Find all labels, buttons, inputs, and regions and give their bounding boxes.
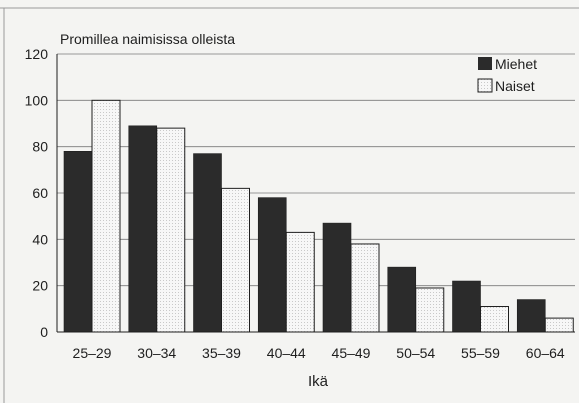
bar-naiset-55–59 (480, 306, 509, 333)
x-tick-labels: 25–29 30–34 35–39 40–44 45–49 50–54 55–59 60–64 (73, 345, 565, 361)
legend-swatch-naiset (477, 78, 493, 93)
bar-naiset-45–49 (350, 243, 380, 333)
bar-miehet-25–29 (63, 151, 93, 333)
y-tick-label: 40 (32, 231, 48, 247)
y-tick-labels: 0 20 40 60 80 100 120 (25, 46, 49, 340)
x-tick-label: 40–44 (267, 345, 306, 361)
y-tick-label: 120 (25, 46, 49, 62)
y-tick-label: 100 (25, 92, 49, 108)
bar-miehet-45–49 (322, 222, 352, 333)
legend-swatch-miehet (478, 57, 492, 70)
bar-miehet-60–64 (516, 299, 546, 333)
legend: Miehet Naiset (477, 56, 537, 94)
y-tick-label: 60 (32, 185, 48, 201)
bar-naiset-40–44 (285, 231, 315, 333)
bar-miehet-50–54 (387, 266, 417, 333)
bar-naiset-35–39 (221, 187, 250, 333)
y-tick-label: 80 (32, 139, 48, 155)
y-tick-label: 0 (40, 324, 48, 340)
x-axis-label: Ikä (308, 373, 329, 390)
bar-naiset-50–54 (415, 287, 445, 333)
legend-label-naiset: Naiset (495, 78, 535, 94)
bar-naiset-30–34 (156, 127, 186, 333)
x-tick-label: 35–39 (202, 345, 241, 361)
y-axis-label: Promillea naimisissa olleista (60, 31, 235, 47)
bar-miehet-35–39 (193, 153, 222, 333)
bar-naiset-60–64 (544, 317, 574, 333)
x-tick-label: 25–29 (73, 345, 112, 361)
bar-miehet-30–34 (128, 125, 158, 333)
bar-miehet-55–59 (452, 280, 481, 333)
x-tick-label: 45–49 (332, 345, 371, 361)
x-tick-label: 30–34 (137, 345, 176, 361)
x-tick-label: 50–54 (396, 345, 435, 361)
y-tick-label: 20 (32, 278, 48, 294)
bar-naiset-25–29 (91, 99, 121, 333)
x-tick-label: 55–59 (461, 345, 500, 361)
bar-miehet-40–44 (257, 197, 287, 333)
bars (63, 99, 574, 333)
legend-label-miehet: Miehet (495, 56, 537, 72)
x-tick-label: 60–64 (526, 345, 565, 361)
